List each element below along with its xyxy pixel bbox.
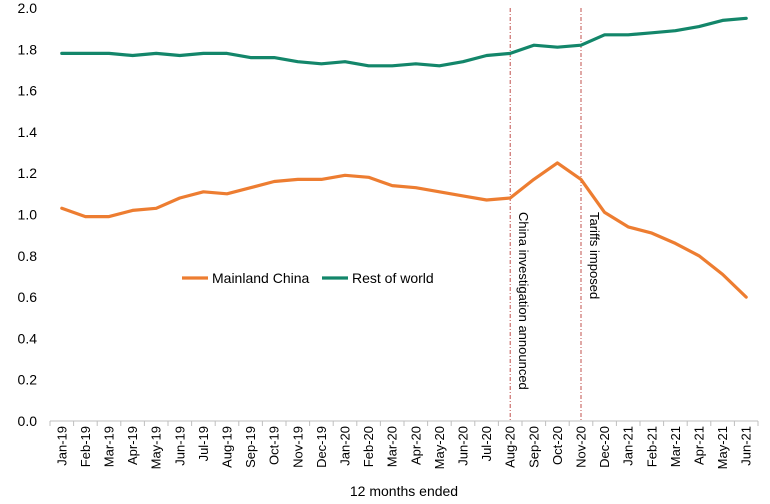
x-tick-label: Aug-20 xyxy=(503,426,518,468)
y-tick-label: 0.2 xyxy=(18,372,38,388)
x-tick-label: Oct-20 xyxy=(550,426,565,465)
x-tick-label: Sep-19 xyxy=(243,426,258,468)
y-tick-label: 1.8 xyxy=(18,41,38,57)
x-tick-label: May-19 xyxy=(149,426,164,469)
x-tick-label: Dec-20 xyxy=(597,426,612,468)
annotations: China investigation announced Tariffs imp… xyxy=(509,8,602,421)
x-tick-label: Nov-20 xyxy=(574,426,589,468)
x-tick-label: Mar-19 xyxy=(102,426,117,467)
x-tick-label: Jan-19 xyxy=(54,426,69,466)
legend: Mainland China Rest of world xyxy=(182,270,434,286)
x-tick-label: Jan-20 xyxy=(338,426,353,466)
x-tick-label: Oct-19 xyxy=(267,426,282,465)
series-line-rest-of-world xyxy=(60,16,748,68)
x-tick-label: Feb-20 xyxy=(361,426,376,467)
x-tick-label: Apr-21 xyxy=(692,426,707,465)
legend-label-rest-of-world: Rest of world xyxy=(352,270,434,286)
x-tick-label: Mar-20 xyxy=(385,426,400,467)
y-tick-label: 1.4 xyxy=(18,124,38,140)
y-axis: 0.0 0.2 0.4 0.6 0.8 1.0 1.2 1.4 1.6 1.8 2.0 xyxy=(18,0,38,429)
x-tick-label: Apr-19 xyxy=(125,426,140,465)
y-tick-label: 2.0 xyxy=(18,0,38,16)
y-tick-label: 0.6 xyxy=(18,289,38,305)
x-tick-label: Dec-19 xyxy=(314,426,329,468)
annotation-label: China investigation announced xyxy=(516,212,531,390)
x-tick-label: Jun-19 xyxy=(172,426,187,466)
legend-label-mainland-china: Mainland China xyxy=(212,270,309,286)
x-tick-label: Jun-20 xyxy=(456,426,471,466)
y-tick-label: 1.6 xyxy=(18,83,38,99)
x-tick-label: Jul-19 xyxy=(196,426,211,461)
x-tick-label: Nov-19 xyxy=(290,426,305,468)
y-tick-label: 1.0 xyxy=(18,207,38,223)
x-tick-label: Sep-20 xyxy=(526,426,541,468)
y-tick-label: 0.0 xyxy=(18,413,38,429)
x-tick-label: May-21 xyxy=(715,426,730,469)
y-tick-label: 1.2 xyxy=(18,165,38,181)
series-line-mainland-china xyxy=(60,161,748,299)
x-tick-label: Mar-21 xyxy=(668,426,683,467)
x-tick-label: Jul-20 xyxy=(479,426,494,461)
x-tick-label: Aug-19 xyxy=(220,426,235,468)
y-tick-label: 0.4 xyxy=(18,330,38,346)
x-tick-label: Feb-19 xyxy=(78,426,93,467)
x-tick-label: Jun-21 xyxy=(739,426,754,466)
series-lines xyxy=(60,16,748,299)
x-tick-label: Feb-21 xyxy=(644,426,659,467)
x-axis-label: 12 months ended xyxy=(350,483,458,499)
x-tick-label: Apr-20 xyxy=(408,426,423,465)
y-tick-label: 0.8 xyxy=(18,248,38,264)
annotation-label: Tariffs imposed xyxy=(587,212,602,299)
x-tick-label: Jan-21 xyxy=(621,426,636,466)
x-tick-label: May-20 xyxy=(432,426,447,469)
x-axis: Jan-19 Feb-19 Mar-19 Apr-19 May-19 Jun-19 Jul-… xyxy=(49,420,759,469)
